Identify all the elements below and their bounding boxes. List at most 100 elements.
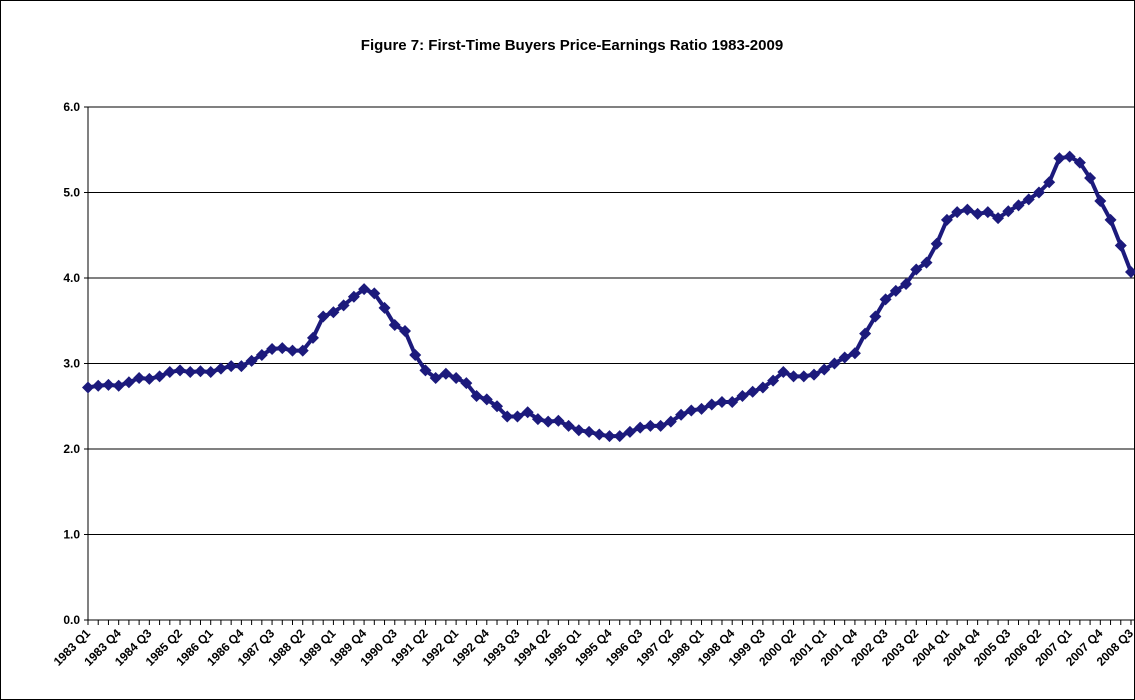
marker [542, 415, 555, 428]
marker [245, 354, 258, 367]
marker [1012, 199, 1025, 212]
marker [675, 408, 688, 421]
marker [1094, 195, 1107, 208]
marker [992, 212, 1005, 225]
marker [961, 203, 974, 216]
marker [1043, 176, 1056, 189]
marker [480, 393, 493, 406]
marker [1073, 156, 1086, 169]
marker [531, 413, 544, 426]
marker [102, 378, 115, 391]
marker [654, 419, 667, 432]
marker [378, 301, 391, 314]
marker [163, 366, 176, 379]
marker [746, 385, 759, 398]
chart-title: Figure 7: First-Time Buyers Price-Earnin… [361, 37, 783, 54]
marker [511, 410, 524, 423]
marker [460, 377, 473, 390]
marker [1125, 266, 1135, 279]
marker [368, 287, 381, 300]
marker [705, 398, 718, 411]
marker [572, 424, 585, 437]
marker [664, 415, 677, 428]
marker [562, 419, 575, 432]
marker [470, 389, 483, 402]
marker [235, 360, 248, 373]
marker [879, 293, 892, 306]
marker [439, 367, 452, 380]
marker [214, 362, 227, 375]
marker [838, 351, 851, 364]
marker [583, 425, 596, 438]
marker [337, 299, 350, 312]
marker [398, 325, 411, 338]
marker [930, 237, 943, 250]
marker [327, 306, 340, 319]
marker [82, 381, 94, 394]
marker [521, 406, 534, 419]
y-tick-label: 3.0 [63, 357, 80, 371]
y-tick-label: 2.0 [63, 442, 80, 456]
marker [450, 372, 463, 385]
marker [756, 381, 769, 394]
marker [685, 404, 698, 417]
marker [347, 290, 360, 303]
marker [900, 277, 913, 290]
marker [613, 430, 626, 443]
marker [306, 331, 319, 344]
marker [736, 389, 749, 402]
marker [889, 284, 902, 297]
marker [623, 425, 636, 438]
marker [1032, 186, 1045, 199]
marker [92, 379, 105, 392]
marker [859, 327, 872, 340]
marker [296, 344, 309, 357]
marker [634, 421, 647, 434]
y-tick-label: 4.0 [63, 271, 80, 285]
marker [644, 419, 657, 432]
y-tick-label: 1.0 [63, 528, 80, 542]
marker [388, 319, 401, 332]
marker [174, 364, 187, 377]
marker [1114, 239, 1127, 252]
marker [695, 402, 708, 415]
marker [1002, 205, 1015, 218]
marker [940, 213, 953, 226]
marker [491, 400, 504, 413]
marker [409, 348, 422, 361]
marker [593, 428, 606, 441]
marker [122, 376, 135, 389]
marker [777, 366, 790, 379]
marker [133, 372, 146, 385]
marker [787, 370, 800, 383]
marker [276, 342, 289, 355]
y-tick-label: 5.0 [63, 186, 80, 200]
marker [225, 360, 238, 373]
marker [255, 348, 268, 361]
marker [358, 283, 371, 296]
marker [951, 206, 964, 219]
marker [419, 364, 432, 377]
marker [869, 310, 882, 323]
marker [808, 368, 821, 381]
marker [204, 366, 217, 379]
marker [112, 379, 125, 392]
marker [552, 414, 565, 427]
marker [429, 372, 442, 385]
marker [828, 357, 841, 370]
marker [266, 342, 279, 355]
marker [1053, 152, 1066, 165]
marker [143, 372, 156, 385]
marker [767, 374, 780, 387]
marker [971, 207, 984, 220]
marker [501, 410, 514, 423]
marker [797, 370, 810, 383]
marker [194, 365, 207, 378]
marker [603, 430, 616, 443]
marker [317, 310, 330, 323]
marker [920, 256, 933, 269]
marker [1022, 193, 1035, 206]
marker [184, 366, 197, 379]
